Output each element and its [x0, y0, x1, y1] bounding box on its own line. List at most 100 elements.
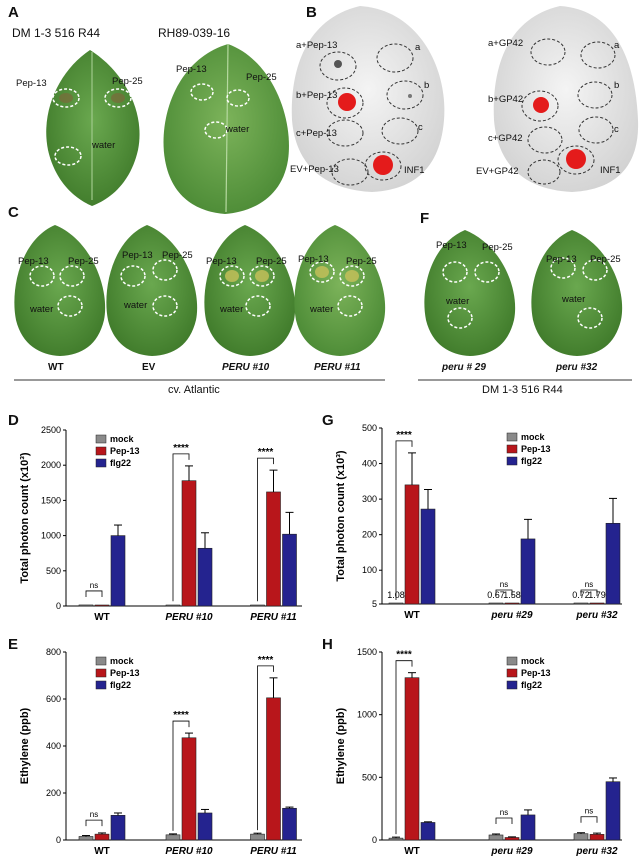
leaves-c: [14, 225, 386, 356]
h-bar: [520, 814, 536, 841]
d-bar: [165, 604, 181, 607]
d-legend-swatch: [95, 458, 107, 468]
f-32-water: water: [562, 294, 586, 305]
f-name-29: peru # 29: [442, 362, 486, 373]
e-ytick-label: 600: [46, 694, 61, 704]
h-category-label: WT: [404, 846, 420, 857]
leaf-title-right: RH89-039-16: [158, 26, 231, 40]
h-bar: [420, 822, 436, 841]
c-p10-pep13: Pep-13: [206, 256, 237, 267]
e-bar: [250, 833, 265, 841]
d-bar: [94, 604, 110, 607]
h-category-label: peru #29: [490, 846, 533, 857]
b-left-c-pep13: c+Pep-13: [296, 128, 337, 139]
c-wt-water: water: [30, 304, 54, 315]
e-bar: [197, 812, 213, 841]
e-bar: [165, 834, 181, 841]
e-bar: [266, 697, 281, 841]
d-sig-bracket: [172, 453, 190, 602]
h-sig-label: ****: [396, 650, 412, 661]
h-legend-label: Pep-13: [521, 668, 551, 678]
g-category-label: peru #29: [490, 610, 533, 621]
d-category-label: WT: [94, 612, 110, 623]
d-bar: [250, 604, 265, 607]
panel-letter-g: G: [322, 412, 334, 429]
g-sig-bracket: [395, 440, 413, 600]
c-name-peru10: PERU #10: [222, 362, 270, 373]
h-sig-bracket: [395, 660, 413, 835]
g-bar: [404, 484, 420, 605]
panel-letter-d: D: [8, 412, 19, 429]
c-ev-pep13: Pep-13: [122, 250, 153, 261]
e-ytick-label: 400: [46, 741, 61, 751]
h-legend-swatch: [506, 668, 518, 678]
e-sig-bracket: [257, 665, 274, 831]
leaf-b-right: [493, 6, 639, 192]
leaf-title-left: DM 1-3 516 R44: [12, 26, 101, 40]
g-legend-label: flg22: [521, 456, 542, 466]
e-legend-label: mock: [110, 656, 135, 666]
d-bar: [197, 547, 213, 607]
f-32-pep13: Pep-13: [546, 254, 577, 265]
d-sig-bracket: [85, 590, 103, 597]
e-bar: [282, 807, 297, 841]
e-bar: [110, 815, 126, 841]
b-left-a-pep13: a+Pep-13: [296, 40, 338, 51]
b-right-a-gp42: a+GP42: [488, 38, 524, 49]
g-sig-label: ns: [500, 580, 508, 589]
d-bar: [282, 533, 297, 607]
panel-letter-b: B: [306, 4, 317, 21]
h-bar: [573, 833, 589, 841]
g-value-label: 0.67: [487, 590, 505, 600]
g-legend-label: mock: [521, 432, 546, 442]
g-bar: [488, 602, 504, 605]
e-sig-label: ns: [90, 810, 98, 819]
leaf-b-left: [291, 6, 445, 192]
c-wt-pep25: Pep-25: [68, 256, 99, 267]
h-legend-swatch: [506, 680, 518, 690]
panel-letter-f: F: [420, 210, 430, 227]
d-bar: [181, 480, 197, 607]
a-left-water: water: [92, 140, 116, 151]
c-wt-pep13: Pep-13: [18, 256, 49, 267]
g-category-label: peru #32: [575, 610, 618, 621]
g-ytick-label: 200: [362, 530, 377, 540]
e-legend-swatch: [95, 656, 107, 666]
d-category-label: PERU #10: [165, 612, 213, 623]
c-p10-pep25: Pep-25: [256, 256, 287, 267]
g-legend-label: Pep-13: [521, 444, 551, 454]
d-ylabel: Total photon count (x10³): [19, 452, 31, 584]
h-sig-label: ns: [585, 807, 593, 816]
b-right-ev-gp42: EV+GP42: [476, 166, 519, 177]
h-bar: [388, 837, 404, 841]
a-right-pep13: Pep-13: [176, 64, 207, 75]
g-bar: [589, 602, 605, 605]
d-bar: [110, 535, 126, 607]
c-name-ev: EV: [142, 362, 156, 373]
b-left-inf1: INF1: [404, 165, 425, 176]
h-ytick-label: 1000: [357, 710, 377, 720]
d-legend-label: mock: [110, 434, 135, 444]
g-ytick-label: 300: [362, 494, 377, 504]
f-29-water: water: [446, 296, 470, 307]
c-name-wt: WT: [48, 362, 64, 373]
f-29-pep13: Pep-13: [436, 240, 467, 251]
g-value-label: 0.72: [572, 590, 590, 600]
h-bar: [589, 834, 605, 841]
e-ytick-label: 800: [46, 647, 61, 657]
d-ytick-label: 1000: [41, 531, 61, 541]
h-legend-label: mock: [521, 656, 546, 666]
b-left-b-pep13: b+Pep-13: [296, 90, 338, 101]
panel-letter-a: A: [8, 4, 19, 21]
f-32-pep25: Pep-25: [590, 254, 621, 265]
h-bar: [605, 781, 621, 841]
e-category-label: PERU #10: [165, 846, 213, 857]
d-legend-swatch: [95, 446, 107, 456]
d-ytick-label: 1500: [41, 495, 61, 505]
a-left-pep25: Pep-25: [112, 76, 143, 87]
g-bar: [388, 602, 404, 605]
d-category-label: PERU #11: [250, 612, 297, 623]
c-p11-pep25: Pep-25: [346, 256, 377, 267]
